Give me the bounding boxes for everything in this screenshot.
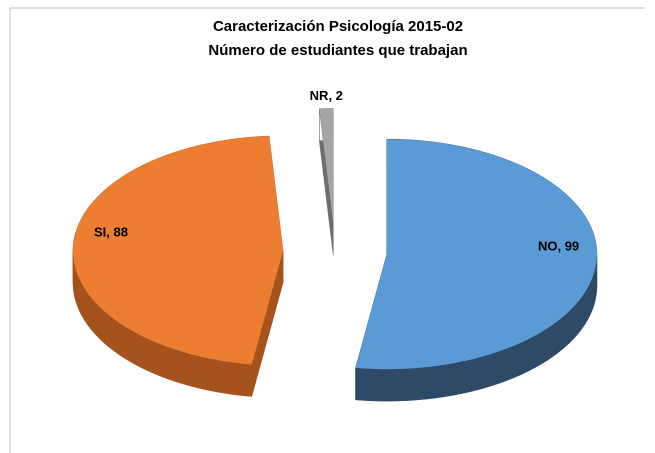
chart-frame — [9, 7, 645, 453]
data-label: SI, 88 — [94, 224, 128, 239]
chart-title: Caracterización Psicología 2015-02 — [213, 18, 463, 35]
chart-subtitle: Número de estudiantes que trabajan — [208, 42, 467, 59]
slice — [73, 136, 284, 365]
data-label: NR, 2 — [310, 88, 343, 103]
data-label: NO, 99 — [538, 239, 579, 254]
slice — [319, 108, 334, 224]
slice — [355, 139, 597, 370]
